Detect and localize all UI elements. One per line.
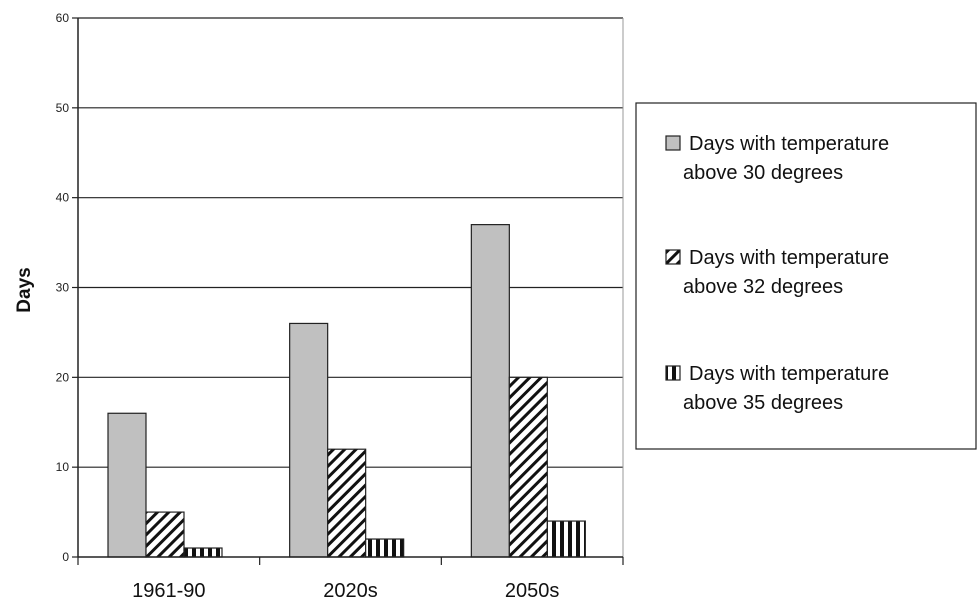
bar-1-2020s	[289, 322, 329, 558]
y-tick-label: 60	[56, 11, 70, 25]
bar-3-2050s	[546, 520, 586, 558]
legend-box	[635, 102, 977, 450]
bar-1-1961-90	[107, 412, 147, 558]
y-tick-label: 30	[56, 281, 70, 295]
legend-label: above 30 degrees	[683, 162, 843, 184]
legend-swatch-2	[665, 249, 681, 265]
y-tick-label: 20	[56, 370, 70, 384]
legend-label: Days with temperature	[689, 363, 889, 385]
x-tick-label: 2050s	[505, 580, 560, 602]
y-axis-label: Days	[14, 267, 35, 312]
bar-2-2020s	[327, 448, 367, 558]
y-tick-label: 0	[62, 550, 69, 564]
bar-3-2020s	[365, 538, 405, 558]
legend-swatch-1	[665, 135, 681, 151]
legend-label: above 35 degrees	[683, 392, 843, 414]
bar-3-1961-90	[183, 547, 223, 558]
y-tick-label: 40	[56, 191, 70, 205]
axes: 0 10 20 30 40 50 60 1961-90 2020s 2050s	[56, 11, 624, 602]
legend-label: Days with temperature	[689, 247, 889, 269]
y-tick-label: 10	[56, 460, 70, 474]
y-tick-label: 50	[56, 101, 70, 115]
x-tick-label: 1961-90	[132, 580, 205, 602]
bars	[107, 224, 586, 558]
legend-label: Days with temperature	[689, 133, 889, 155]
legend-label: above 32 degrees	[683, 276, 843, 298]
bar-1-2050s	[470, 224, 510, 558]
bar-2-1961-90	[145, 511, 185, 558]
bar-2-2050s	[508, 376, 548, 558]
legend: Days with temperature above 30 degrees Day…	[635, 102, 977, 450]
legend-swatch-3	[665, 365, 681, 381]
x-tick-label: 2020s	[323, 580, 378, 602]
